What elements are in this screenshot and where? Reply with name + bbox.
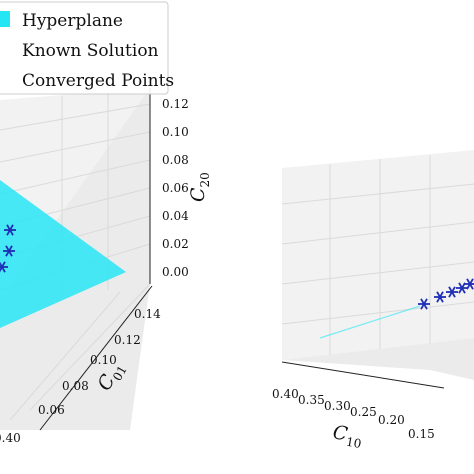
right-x-ticks: 0.40 0.35 0.30 0.25 0.20 0.15 [272, 387, 435, 441]
y-tick-label: 0.12 [114, 333, 141, 347]
legend-label: Known Solution [22, 41, 159, 61]
z-tick-label: 0.02 [162, 237, 189, 251]
x-tick-label: 0.40 [272, 387, 299, 401]
converged-point-marker [464, 278, 474, 290]
z-tick-label: 0.06 [162, 181, 189, 195]
legend-box [0, 1, 169, 95]
y-tick-label: 0.06 [38, 403, 65, 417]
z-tick-label: 0.10 [162, 125, 189, 139]
x-tick-label: 0.30 [324, 399, 351, 413]
left-y-axis-line [39, 285, 153, 431]
x-tick-label: 0.25 [350, 405, 377, 419]
x-tick-label: 0.35 [298, 393, 325, 407]
left-hyperplane-surface [0, 180, 126, 328]
converged-point-marker [4, 224, 16, 236]
right-pane-floor [282, 338, 474, 380]
x-tick-label: 0.20 [378, 413, 405, 427]
legend-label: Converged Points [22, 71, 174, 91]
right-pane-back [282, 150, 474, 360]
right-plot: 0.40 0.35 0.30 0.25 0.20 0.15 C10 [272, 150, 474, 451]
converged-point-marker [0, 261, 8, 273]
z-tick-label: 0.00 [162, 265, 189, 279]
converged-point-marker [434, 291, 446, 303]
y-tick-label: 0.14 [134, 307, 161, 321]
y-tick-label: 0.08 [62, 379, 89, 393]
z-tick-label: 0.04 [162, 209, 189, 223]
z-tick-label: 0.08 [162, 153, 189, 167]
right-x-axis-label: C10 [331, 421, 365, 451]
legend-hyperplane-swatch [0, 11, 10, 27]
right-gridlines [281, 155, 474, 355]
left-converged-points [0, 224, 16, 273]
left-plot: 0.12 0.10 0.08 0.06 0.04 0.02 0.00 C20 0… [0, 88, 212, 445]
converged-point-marker [446, 286, 458, 298]
right-converged-points [418, 278, 474, 310]
legend-label: Hyperplane [22, 11, 123, 31]
right-hyperplane-trace [319, 305, 421, 339]
legend: Hyperplane Known Solution Converged Poin… [0, 1, 174, 95]
left-z-axis-label: C20 [187, 172, 212, 202]
y-tick-label: 0.10 [90, 353, 117, 367]
left-y-ticks: 0.14 0.12 0.10 0.08 0.06 [38, 307, 161, 417]
right-x-axis-line [281, 361, 445, 389]
left-z-ticks: 0.12 0.10 0.08 0.06 0.04 0.02 0.00 [162, 97, 189, 279]
left-x-tick-label: 0.40 [0, 431, 21, 445]
x-tick-label: 0.15 [408, 427, 435, 441]
z-tick-label: 0.12 [162, 97, 189, 111]
converged-point-marker [3, 245, 15, 257]
converged-point-marker [418, 298, 430, 310]
